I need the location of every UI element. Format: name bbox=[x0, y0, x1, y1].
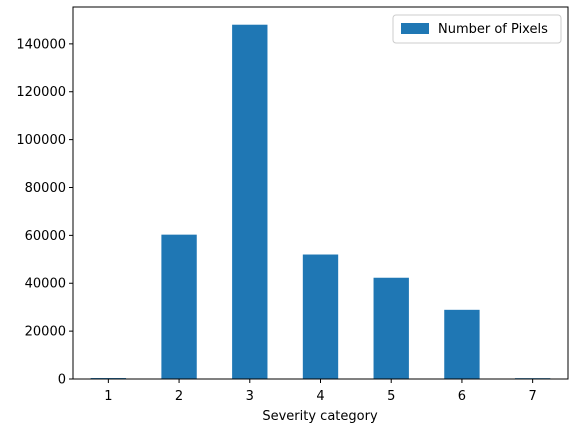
y-tick-label: 80000 bbox=[25, 181, 66, 196]
x-tick-label: 7 bbox=[529, 389, 537, 404]
legend-label: Number of Pixels bbox=[438, 22, 548, 37]
x-axis-ticks: 1 2 3 4 5 6 7 bbox=[104, 379, 537, 404]
y-tick-label: 40000 bbox=[25, 277, 66, 292]
bar-3 bbox=[232, 24, 268, 380]
x-tick-label: 1 bbox=[104, 389, 112, 404]
bars-layer bbox=[90, 24, 551, 380]
y-tick-label: 140000 bbox=[16, 37, 66, 52]
bar-5 bbox=[373, 277, 409, 379]
x-tick-label: 5 bbox=[387, 389, 395, 404]
legend-swatch bbox=[401, 23, 429, 34]
y-tick-label: 60000 bbox=[25, 229, 66, 244]
legend-frame bbox=[392, 14, 562, 44]
x-tick-label: 6 bbox=[458, 389, 466, 404]
x-tick-label: 2 bbox=[175, 389, 183, 404]
y-tick-label: 0 bbox=[58, 373, 66, 388]
bar-2 bbox=[161, 234, 197, 379]
bar-6 bbox=[444, 309, 480, 379]
y-tick-label: 120000 bbox=[16, 85, 66, 100]
x-axis-label: Severity category bbox=[262, 409, 378, 424]
bar-4 bbox=[302, 254, 339, 379]
x-tick-label: 3 bbox=[246, 389, 254, 404]
y-axis-ticks: 0 20000 40000 60000 80000 100000 120000 140000 bbox=[16, 37, 73, 388]
y-tick-label: 20000 bbox=[25, 325, 66, 340]
y-tick-label: 100000 bbox=[16, 133, 66, 148]
x-tick-label: 4 bbox=[316, 389, 324, 404]
legend: Number of Pixels bbox=[392, 14, 562, 44]
